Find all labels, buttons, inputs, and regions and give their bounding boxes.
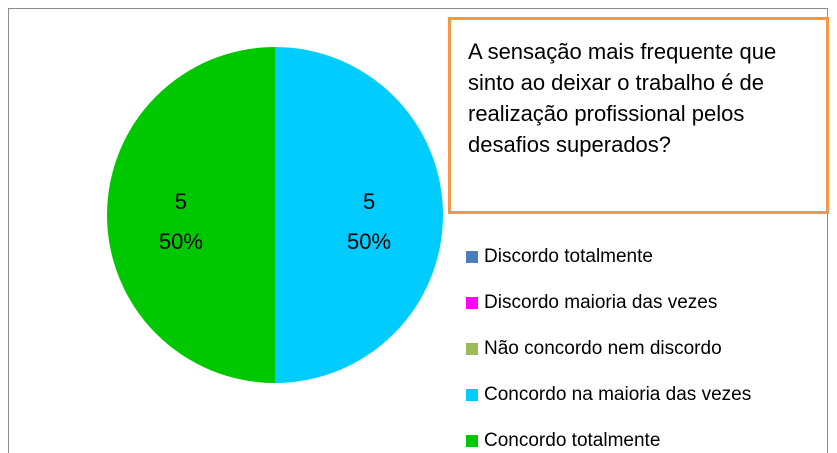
legend-swatch	[466, 435, 478, 447]
legend-swatch	[466, 343, 478, 355]
legend-item: Discordo totalmente	[466, 234, 751, 280]
legend-swatch	[466, 251, 478, 263]
legend-swatch	[466, 297, 478, 309]
pie-slice	[275, 47, 443, 383]
legend-label: Discordo totalmente	[484, 246, 653, 267]
legend: Discordo totalmente Discordo maioria das …	[466, 234, 751, 453]
chart-frame	[8, 8, 828, 453]
legend-label: Discordo maioria das vezes	[484, 292, 718, 313]
data-label-percent: 50%	[159, 229, 203, 254]
data-label: 5	[175, 189, 187, 214]
data-label-percent: 50%	[347, 229, 391, 254]
legend-label: Concordo na maioria das vezes	[484, 384, 752, 405]
legend-label: Não concordo nem discordo	[484, 338, 722, 359]
legend-item: Concordo na maioria das vezes	[466, 372, 751, 418]
legend-item: Discordo maioria das vezes	[466, 280, 751, 326]
data-label: 5	[363, 189, 375, 214]
chart-title: A sensação mais frequente que sinto ao d…	[448, 17, 829, 214]
legend-label: Concordo totalmente	[484, 430, 661, 451]
pie-slice	[107, 47, 275, 383]
legend-item: Concordo totalmente	[466, 418, 751, 453]
legend-swatch	[466, 389, 478, 401]
legend-item: Não concordo nem discordo	[466, 326, 751, 372]
